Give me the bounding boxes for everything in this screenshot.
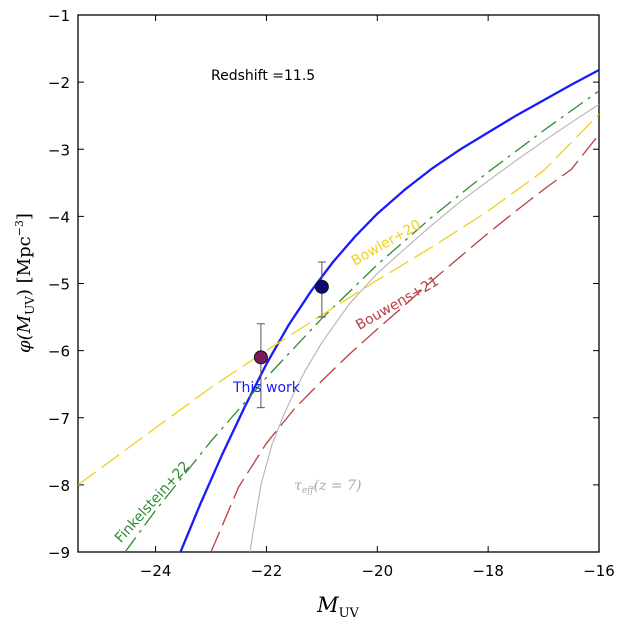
- series-label-this-work: This work: [232, 380, 301, 396]
- data-point-2: [314, 279, 329, 294]
- y-tick-label: −2: [48, 74, 70, 92]
- plot-frame: [77, 14, 600, 553]
- x-tick-label: −18: [472, 562, 504, 580]
- y-tick-label: −1: [48, 7, 70, 25]
- x-axis-title: MUV: [316, 593, 359, 620]
- axis-ticks: −24 −22 −20 −18 −16 −9 −8 −7 −6 −5 −4 −3 −2 −1: [48, 7, 615, 580]
- data-point-1: [253, 350, 268, 365]
- series-line-this-work: [179, 68, 599, 552]
- y-tick-label: −6: [48, 343, 70, 361]
- series-line-bouwens-21: [210, 134, 599, 552]
- y-tick-label: −8: [48, 477, 70, 495]
- y-tick-label: −7: [48, 410, 70, 428]
- x-tick-label: −24: [140, 562, 172, 580]
- series-line-finkelstein-22: [124, 90, 599, 552]
- series-label-tau-eff: τeff(z = 7): [294, 478, 361, 496]
- points-layer: [253, 261, 329, 409]
- x-tick-label: −16: [583, 562, 615, 580]
- y-tick-label: −9: [48, 544, 70, 562]
- redshift-annotation: Redshift =11.5: [211, 68, 315, 84]
- y-tick-label: −5: [48, 276, 70, 294]
- x-tick-label: −22: [251, 562, 283, 580]
- y-tick-label: −4: [48, 208, 70, 226]
- series-line-eff-z-7: [249, 103, 599, 552]
- y-tick-label: −3: [48, 141, 70, 159]
- y-axis-title: φ(MUV) [Mpc−3]: [13, 213, 37, 353]
- series-line-bowler-20: [78, 113, 599, 486]
- series-layer: [78, 68, 599, 552]
- x-tick-label: −20: [361, 562, 393, 580]
